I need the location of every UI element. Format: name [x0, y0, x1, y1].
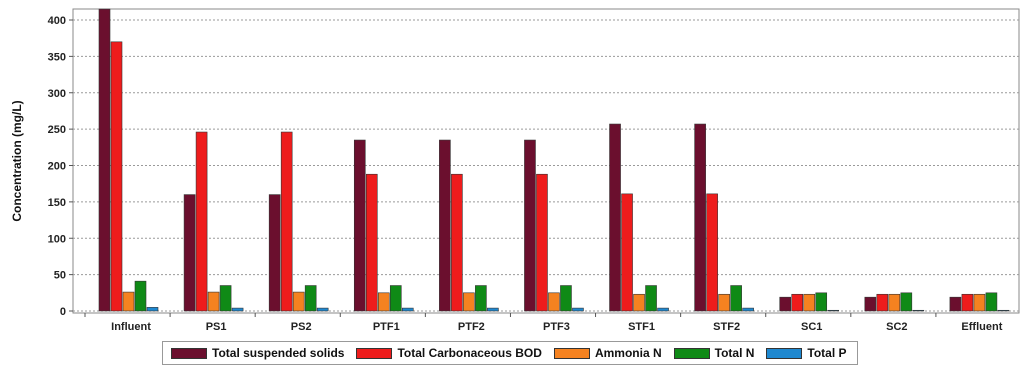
bar-total-n: [900, 292, 913, 312]
x-tick-label: PS2: [291, 321, 312, 333]
bar-total-carbonaceous-bod: [621, 193, 633, 312]
bar-total-n: [389, 285, 402, 312]
x-tick-label: PTF1: [373, 321, 400, 333]
bar-total-p: [572, 307, 584, 312]
bar-total-p: [146, 307, 159, 312]
bar-total-carbonaceous-bod: [791, 293, 804, 312]
y-tick-label: 250: [48, 124, 66, 136]
bar-ammonia-n: [633, 293, 645, 312]
y-tick-label: 0: [60, 306, 66, 318]
bar-total-n: [560, 285, 572, 312]
bar-ammonia-n: [122, 291, 135, 312]
legend: Total suspended solids Total Carbonaceous…: [162, 341, 858, 365]
bar-total-suspended-solids: [949, 296, 962, 312]
legend-item: Total N: [673, 346, 755, 360]
bars: [98, 8, 1010, 312]
legend-item: Total P: [766, 346, 847, 360]
x-axis: Influent PS1 PS2 PTF1 PTF2 PTF3 STF1 STF2 SC1 SC2…: [84, 313, 1003, 333]
bar-total-n: [730, 285, 742, 312]
bar-total-suspended-solids: [353, 139, 366, 312]
x-tick-label: Influent: [111, 321, 151, 333]
bar-total-suspended-solids: [439, 139, 451, 312]
bar-total-p: [912, 309, 925, 312]
bar-total-carbonaceous-bod: [195, 131, 208, 312]
x-tick-label: SC2: [886, 321, 907, 333]
bar-total-p: [997, 309, 1010, 312]
legend-swatch: [553, 347, 590, 359]
legend-item: Total Carbonaceous BOD: [356, 346, 542, 360]
bar-total-suspended-solids: [183, 194, 196, 312]
y-tick-label: 50: [54, 270, 66, 282]
y-tick-label: 300: [48, 88, 66, 100]
legend-swatch: [673, 347, 710, 359]
bar-total-p: [487, 307, 499, 312]
bar-total-p: [401, 307, 414, 312]
bar-ammonia-n: [973, 293, 986, 312]
bar-total-n: [134, 280, 147, 312]
bar-total-n: [985, 292, 998, 312]
y-tick-label: 150: [48, 197, 66, 209]
bar-total-carbonaceous-bod: [706, 193, 718, 312]
x-tick-label: STF1: [628, 321, 655, 333]
bar-ammonia-n: [377, 292, 390, 312]
bar-total-carbonaceous-bod: [365, 173, 378, 312]
bar-total-carbonaceous-bod: [451, 173, 463, 312]
y-tick-label: 350: [48, 51, 66, 63]
x-tick-label: PS1: [206, 321, 227, 333]
legend-swatch: [171, 347, 207, 359]
x-tick-label: PTF3: [543, 321, 570, 333]
x-tick-label: Effluent: [961, 321, 1002, 333]
x-tick-label: STF2: [713, 321, 740, 333]
bar-total-n: [645, 285, 657, 312]
bar-ammonia-n: [463, 292, 475, 312]
x-tick-label: PTF2: [458, 321, 485, 333]
bar-total-n: [219, 285, 232, 312]
bar-total-n: [815, 292, 828, 312]
bar-total-p: [657, 307, 669, 312]
bar-total-suspended-solids: [268, 194, 281, 312]
bar-total-n: [475, 285, 487, 312]
legend-swatch: [356, 347, 393, 359]
legend-item: Ammonia N: [553, 346, 662, 360]
bar-total-suspended-solids: [609, 123, 621, 312]
legend-label: Ammonia N: [594, 346, 662, 360]
legend-label: Total P: [807, 346, 847, 360]
bar-total-p: [231, 307, 244, 312]
bar-total-p: [827, 309, 840, 312]
bar-ammonia-n: [292, 291, 305, 312]
bar-total-suspended-solids: [694, 123, 706, 312]
bar-ammonia-n: [803, 293, 816, 312]
bar-total-n: [304, 285, 317, 312]
y-axis: 0 50 100 150 200 250 300 350 400: [48, 15, 73, 318]
bar-ammonia-n: [718, 293, 730, 312]
bar-total-p: [316, 307, 329, 312]
bar-total-carbonaceous-bod: [280, 131, 293, 312]
y-tick-label: 400: [48, 15, 66, 27]
bar-total-suspended-solids: [864, 296, 877, 312]
legend-label: Total N: [714, 346, 755, 360]
x-tick-label: SC1: [801, 321, 822, 333]
y-tick-label: 100: [48, 233, 66, 245]
bar-total-carbonaceous-bod: [876, 293, 889, 312]
legend-item: Total suspended solids: [171, 346, 344, 360]
legend-label: Total suspended solids: [212, 346, 345, 360]
bar-total-p: [742, 307, 754, 312]
bar-ammonia-n: [888, 293, 901, 312]
bar-ammonia-n: [207, 291, 220, 312]
bar-total-carbonaceous-bod: [110, 41, 123, 312]
bar-total-carbonaceous-bod: [961, 293, 974, 312]
bar-total-suspended-solids: [779, 296, 792, 312]
legend-label: Total Carbonaceous BOD: [397, 346, 542, 360]
bar-total-suspended-solids: [98, 8, 111, 312]
y-tick-label: 200: [48, 161, 66, 173]
bar-total-suspended-solids: [524, 139, 536, 312]
y-axis-label: Concentration (mg/L): [10, 100, 24, 221]
legend-swatch: [766, 347, 803, 359]
bar-ammonia-n: [548, 292, 560, 312]
bar-total-carbonaceous-bod: [536, 173, 548, 312]
